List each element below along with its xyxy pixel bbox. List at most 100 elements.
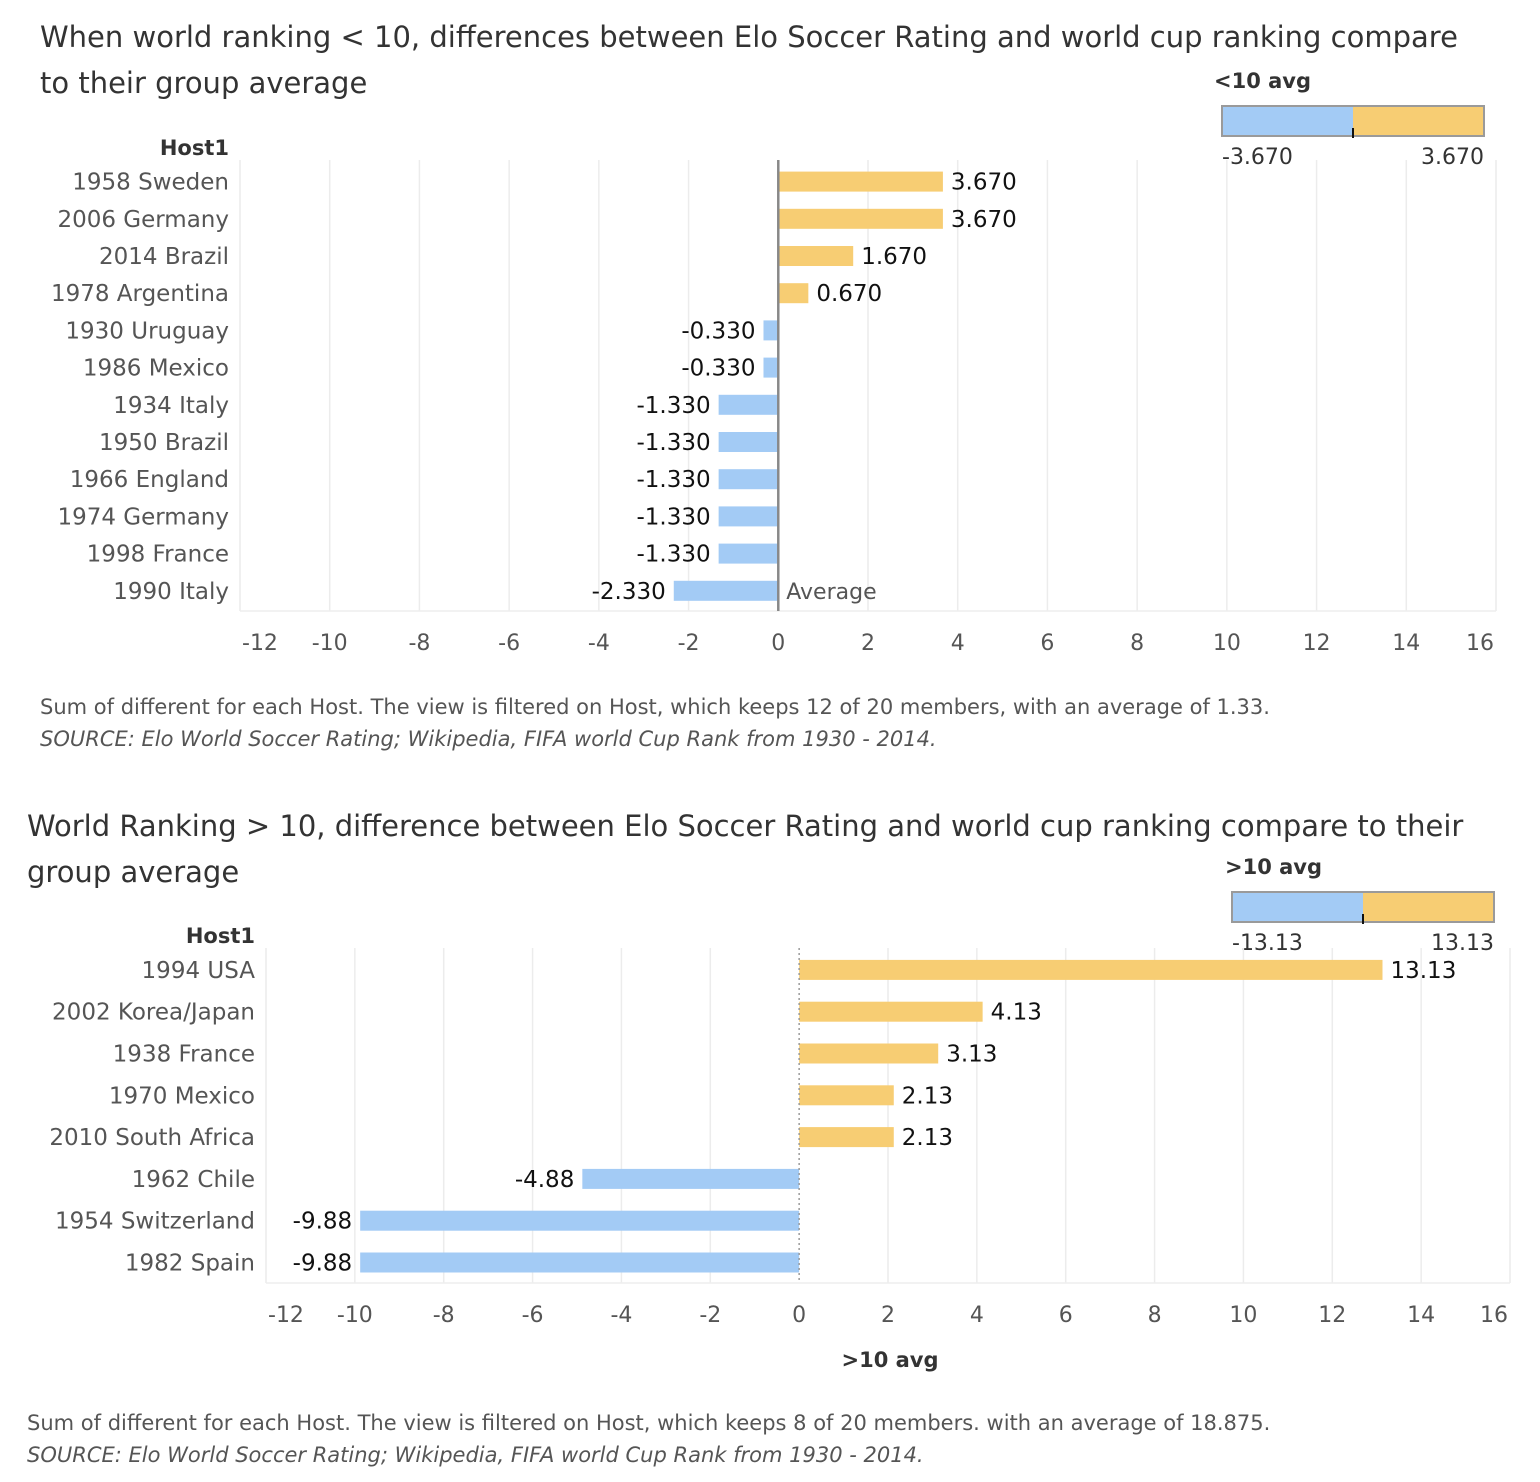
bar — [778, 171, 943, 192]
row-label: 1958 Sweden — [72, 170, 229, 196]
bar-row: 1978 Argentina 0.670 — [51, 281, 882, 307]
data-label: -1.330 — [636, 504, 710, 530]
x-tick-label: 14 — [1407, 1303, 1435, 1328]
data-label: 3.670 — [951, 207, 1017, 233]
data-label: -1.330 — [636, 393, 710, 419]
bar — [763, 320, 779, 341]
x-tick-label: 10 — [1213, 631, 1241, 656]
data-label: 3.13 — [946, 1042, 997, 1068]
bar — [763, 357, 779, 378]
x-tick-label: 8 — [1130, 631, 1144, 656]
chart-2-legend-min-label: -13.13 — [1232, 931, 1303, 956]
data-label: -0.330 — [681, 318, 755, 344]
x-tick-label: -8 — [433, 1303, 455, 1328]
chart-1-rows: 1958 Sweden 3.670 2006 Germany 3.670 2014 Br… — [51, 170, 1017, 605]
row-label: 1978 Argentina — [51, 281, 229, 307]
chart-1-reference-line: Average — [777, 160, 877, 611]
bar — [360, 1252, 800, 1273]
bar-row: 2010 South Africa 2.13 — [49, 1125, 953, 1151]
data-label: -9.88 — [293, 1251, 353, 1277]
x-tick-label: 8 — [1148, 1303, 1162, 1328]
bar — [799, 1085, 894, 1106]
x-tick-label: -6 — [522, 1303, 544, 1328]
chart-2-title-line-1: World Ranking > 10, difference between E… — [27, 809, 1463, 843]
bar — [799, 1043, 939, 1064]
row-label: 1970 Mexico — [109, 1083, 255, 1109]
chart-2-legend: >10 avg -13.13 13.13 — [1225, 855, 1495, 956]
bar — [673, 580, 779, 601]
row-label: 1930 Uruguay — [65, 318, 229, 344]
chart-1: When world ranking < 10, differences bet… — [40, 20, 1497, 751]
bar-row: 1994 USA 13.13 — [142, 958, 1457, 984]
x-tick-label: -4 — [610, 1303, 632, 1328]
chart-2-x-axis-title: >10 avg — [841, 1348, 938, 1372]
chart-1-gridlines — [239, 160, 1497, 612]
x-tick-label: -12 — [268, 1303, 304, 1328]
chart-1-x-axis: -12 -10 -8 -6 -4 -2 0 2 4 6 8 10 12 14 16 — [242, 631, 1494, 656]
x-tick-label: -12 — [242, 631, 278, 656]
x-tick-label: 2 — [881, 1303, 895, 1328]
row-label: 2014 Brazil — [99, 244, 229, 270]
bar-row: 1982 Spain -9.88 — [125, 1251, 800, 1277]
bar — [799, 1001, 983, 1022]
x-tick-label: 4 — [970, 1303, 984, 1328]
x-tick-label: 12 — [1318, 1303, 1346, 1328]
bar-row: 1950 Brazil -1.330 — [99, 430, 779, 456]
data-label: 0.670 — [816, 281, 882, 307]
data-label: 3.670 — [951, 170, 1017, 196]
row-label: 1986 Mexico — [83, 356, 229, 382]
chart-1-legend-positive-swatch — [1353, 107, 1483, 135]
x-tick-label: -8 — [408, 631, 430, 656]
row-label: 1938 France — [113, 1042, 255, 1068]
bar-row: 1934 Italy -1.330 — [113, 393, 779, 419]
x-tick-label: -10 — [312, 631, 348, 656]
row-label: 1982 Spain — [125, 1251, 255, 1277]
x-tick-label: 6 — [1059, 1303, 1073, 1328]
row-label: 1994 USA — [142, 958, 256, 984]
row-label: 2002 Korea/Japan — [52, 1000, 255, 1026]
data-label: 1.670 — [861, 244, 927, 270]
bar-row: 1970 Mexico 2.13 — [109, 1083, 953, 1109]
data-label: 2.13 — [902, 1083, 953, 1109]
bar — [360, 1210, 800, 1231]
x-tick-label: -2 — [678, 631, 700, 656]
x-tick-label: 0 — [792, 1303, 806, 1328]
bar-row: 1954 Switzerland -9.88 — [55, 1209, 800, 1235]
data-label: 4.13 — [991, 1000, 1042, 1026]
chart-1-title-line-2: to their group average — [40, 66, 367, 100]
row-label: 1990 Italy — [113, 579, 229, 605]
x-tick-label: 14 — [1392, 631, 1420, 656]
x-tick-label: -6 — [498, 631, 520, 656]
chart-1-legend-title: <10 avg — [1214, 69, 1311, 93]
chart-2-legend-max-label: 13.13 — [1431, 931, 1494, 956]
bar-row: 1938 France 3.13 — [113, 1042, 998, 1068]
x-tick-label: 2 — [861, 631, 875, 656]
row-label: 1962 Chile — [132, 1167, 255, 1193]
chart-1-source: SOURCE: Elo World Soccer Rating; Wikiped… — [40, 727, 937, 751]
bar — [718, 506, 779, 527]
bar-row: 2006 Germany 3.670 — [57, 207, 1016, 233]
chart-2-gridlines — [265, 948, 1511, 1284]
chart-2-legend-title: >10 avg — [1225, 855, 1322, 879]
average-reference-label: Average — [786, 580, 876, 605]
row-label: 2010 South Africa — [49, 1125, 255, 1151]
chart-1-legend: <10 avg -3.670 3.670 — [1214, 69, 1485, 170]
x-tick-label: 16 — [1480, 1303, 1508, 1328]
chart-2-legend-negative-swatch — [1233, 893, 1363, 921]
bar — [778, 283, 809, 304]
bar — [799, 1127, 894, 1148]
chart-2-row-header: Host1 — [186, 924, 255, 948]
bar — [718, 469, 779, 490]
data-label: 2.13 — [902, 1125, 953, 1151]
chart-2-title-line-2: group average — [27, 855, 239, 889]
bar-row: 1962 Chile -4.88 — [132, 1167, 800, 1193]
x-tick-label: -2 — [699, 1303, 721, 1328]
data-label: -1.330 — [636, 430, 710, 456]
data-label: -1.330 — [636, 467, 710, 493]
x-tick-label: -4 — [588, 631, 610, 656]
row-label: 1998 France — [87, 542, 229, 568]
row-label: 1950 Brazil — [99, 430, 229, 456]
x-tick-label: -10 — [337, 1303, 373, 1328]
bar-row: 1958 Sweden 3.670 — [72, 170, 1017, 196]
x-tick-label: 6 — [1040, 631, 1054, 656]
